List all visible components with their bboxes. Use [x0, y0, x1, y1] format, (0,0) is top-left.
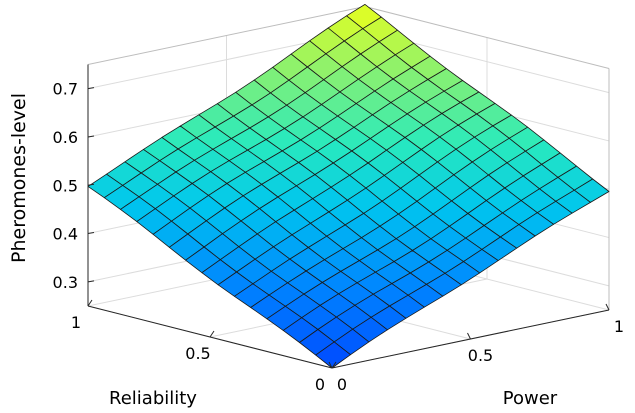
z-tick-label: 0.5 — [53, 176, 78, 195]
z-tick — [87, 183, 95, 186]
z-tick — [87, 135, 95, 138]
x-axis-label: Power — [503, 388, 558, 409]
y-tick-label: 0 — [315, 375, 325, 394]
x-tick-label: 1 — [614, 317, 624, 336]
z-tick — [87, 280, 95, 283]
box-edge — [364, 6, 610, 69]
x-tick — [605, 303, 610, 311]
x-tick-label: 0 — [337, 375, 347, 394]
axes: 0.3 0.4 0.5 0.6 0.7 0 0.5 1 0 0.5 1 — [53, 64, 624, 394]
x-tick — [328, 361, 333, 369]
x-tick — [467, 332, 471, 340]
y-tick — [87, 299, 93, 307]
y-tick — [331, 361, 337, 369]
surface-cell — [315, 341, 351, 369]
z-tick-label: 0.6 — [53, 128, 78, 147]
x-tick-label: 0.5 — [468, 346, 493, 365]
y-tick — [209, 330, 215, 338]
y-tick-label: 0.5 — [185, 344, 210, 363]
z-tick-label: 0.4 — [53, 225, 78, 244]
z-axis-label: Pheromones-level — [8, 93, 30, 263]
box-edge — [87, 6, 366, 65]
y-axis-label: Reliability — [109, 388, 197, 409]
surface-mesh — [87, 4, 610, 369]
z-tick — [87, 232, 95, 235]
z-tick-label: 0.3 — [53, 273, 78, 292]
z-tick-label: 0.7 — [53, 80, 78, 99]
y-tick-label: 1 — [71, 313, 81, 332]
z-tick — [87, 87, 95, 90]
